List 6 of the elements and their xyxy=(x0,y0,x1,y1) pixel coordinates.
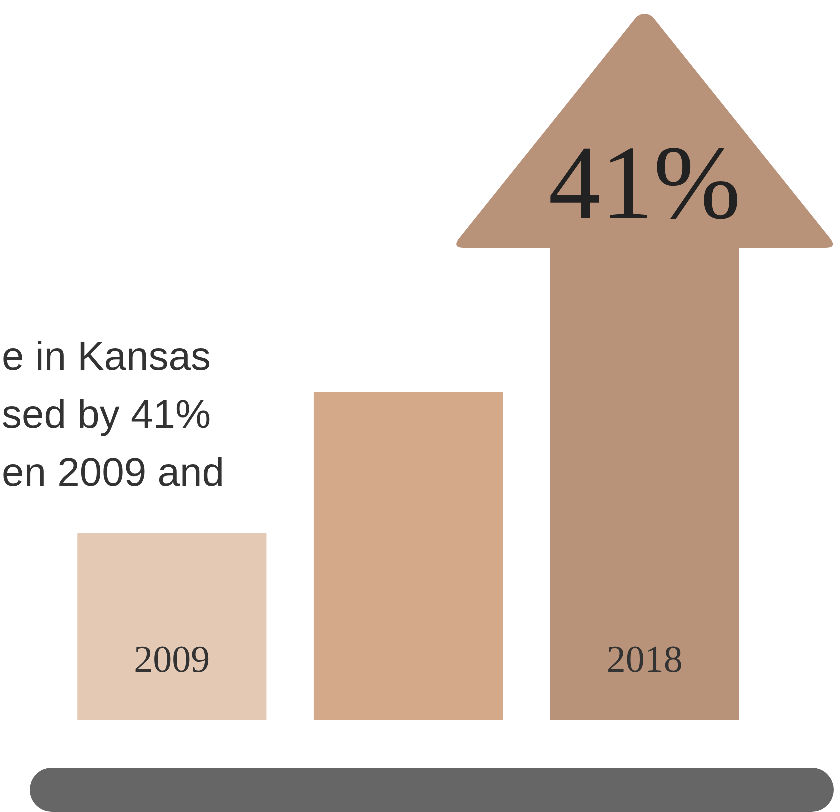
annotation: en 2009 and xyxy=(2,451,224,495)
annotation: sed by 41% xyxy=(2,393,212,437)
x-tick-label: 2009 xyxy=(134,639,210,681)
text: 41% xyxy=(548,124,742,241)
annotation: e in Kansas xyxy=(2,335,212,379)
x-tick-label: 2018 xyxy=(606,639,683,681)
